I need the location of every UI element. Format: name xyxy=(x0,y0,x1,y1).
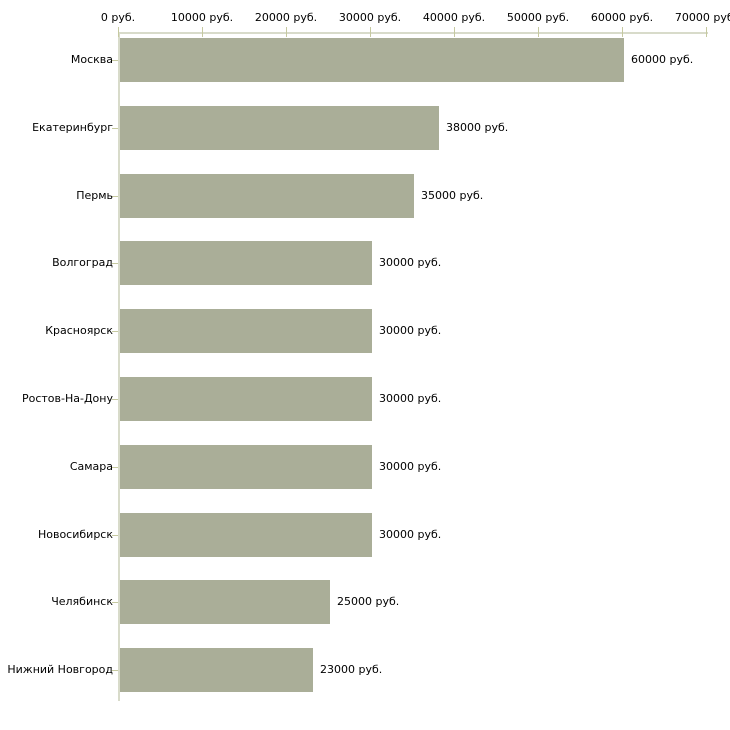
bar xyxy=(120,580,330,624)
category-label: Пермь xyxy=(76,189,113,202)
value-label: 60000 руб. xyxy=(631,53,694,66)
x-axis-tick xyxy=(538,27,539,37)
category-label: Новосибирск xyxy=(37,528,113,541)
x-axis-tick-label: 0 руб. xyxy=(100,11,136,24)
value-label: 30000 руб. xyxy=(379,392,442,405)
x-axis-tick-label: 70000 руб. xyxy=(674,11,730,24)
category-tick xyxy=(112,399,118,400)
category-tick xyxy=(112,128,118,129)
category-tick xyxy=(112,535,118,536)
x-axis-tick-label: 60000 руб. xyxy=(590,11,654,24)
x-axis-tick xyxy=(118,27,119,37)
x-axis-tick xyxy=(454,27,455,37)
bar xyxy=(120,648,313,692)
category-tick xyxy=(112,60,118,61)
value-label: 30000 руб. xyxy=(379,324,442,337)
x-axis-tick xyxy=(286,27,287,37)
value-label: 30000 руб. xyxy=(379,528,442,541)
bar xyxy=(120,513,372,557)
x-axis-tick-label: 10000 руб. xyxy=(170,11,234,24)
bar xyxy=(120,38,624,82)
x-axis-tick-label: 20000 руб. xyxy=(254,11,318,24)
value-label: 30000 руб. xyxy=(379,256,442,269)
x-axis-tick-label: 40000 руб. xyxy=(422,11,486,24)
y-axis-line xyxy=(118,32,120,701)
category-label: Ростов-На-Дону xyxy=(21,392,113,405)
x-axis-line xyxy=(118,32,708,34)
category-tick xyxy=(112,196,118,197)
bar xyxy=(120,241,372,285)
category-label: Москва xyxy=(70,53,113,66)
category-label: Челябинск xyxy=(51,595,113,608)
bar xyxy=(120,106,439,150)
x-axis-tick xyxy=(202,27,203,37)
bar xyxy=(120,309,372,353)
category-tick xyxy=(112,602,118,603)
category-label: Красноярск xyxy=(45,324,113,337)
x-axis-tick xyxy=(370,27,371,37)
x-axis-tick-label: 50000 руб. xyxy=(506,11,570,24)
value-label: 23000 руб. xyxy=(320,663,383,676)
category-tick xyxy=(112,331,118,332)
category-label: Екатеринбург xyxy=(32,121,113,134)
bar xyxy=(120,174,414,218)
x-axis-tick-label: 30000 руб. xyxy=(338,11,402,24)
category-tick xyxy=(112,670,118,671)
category-tick xyxy=(112,263,118,264)
x-axis-tick xyxy=(706,27,707,37)
category-label: Волгоград xyxy=(52,256,113,269)
category-label: Самара xyxy=(69,460,113,473)
x-axis-tick xyxy=(622,27,623,37)
value-label: 35000 руб. xyxy=(421,189,484,202)
category-label: Нижний Новгород xyxy=(7,663,113,676)
value-label: 38000 руб. xyxy=(446,121,509,134)
bar xyxy=(120,445,372,489)
bar xyxy=(120,377,372,421)
category-tick xyxy=(112,467,118,468)
value-label: 30000 руб. xyxy=(379,460,442,473)
value-label: 25000 руб. xyxy=(337,595,400,608)
